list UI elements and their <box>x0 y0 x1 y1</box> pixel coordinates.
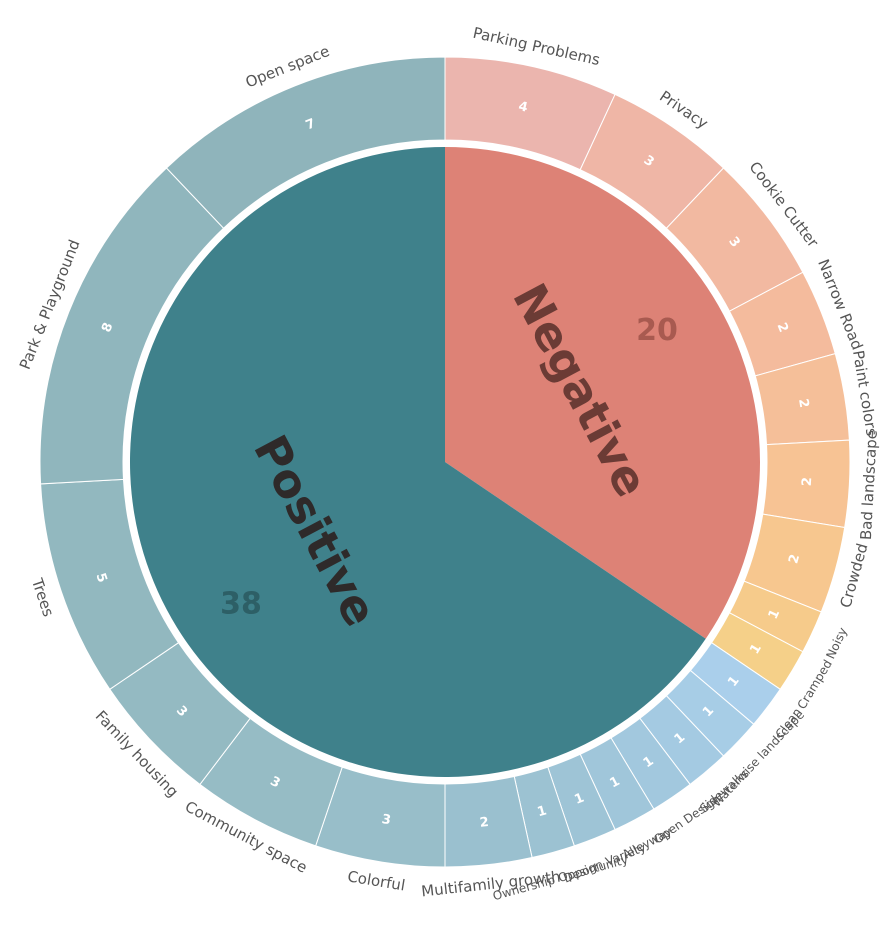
segment-label: Colorful <box>346 867 406 894</box>
segment-label: Noisy <box>823 625 850 661</box>
segment-label: Paint colors <box>849 349 881 438</box>
segment-value: 2 <box>795 398 811 409</box>
segment-label: Bad landscape <box>857 429 881 540</box>
segment-value: 2 <box>479 815 490 831</box>
segment-value: 2 <box>786 553 803 566</box>
segment-label: Cramped <box>795 657 835 711</box>
inner-wedge <box>129 147 706 777</box>
group-value: 20 <box>636 313 678 348</box>
segment-label: Trees <box>28 575 58 619</box>
segment-value: 1 <box>536 803 549 820</box>
group-value: 38 <box>220 586 262 621</box>
segment-value: 3 <box>381 812 392 828</box>
outer-segment <box>165 56 446 229</box>
inner-wedge <box>445 147 760 639</box>
segment-label: Crowded <box>837 541 872 609</box>
segment-value: 2 <box>800 477 815 487</box>
segment-label: Multifamily growth <box>420 868 561 901</box>
segment-value: 4 <box>517 99 529 116</box>
